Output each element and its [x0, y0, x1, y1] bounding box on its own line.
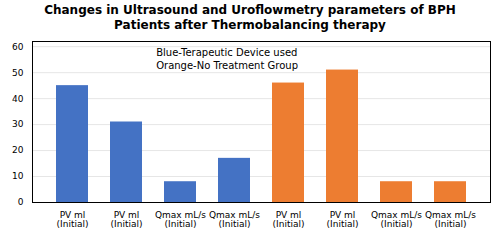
- svg-text:60: 60: [12, 42, 24, 52]
- svg-text:Qmax mL/s(Initial): Qmax mL/s(Initial): [425, 210, 476, 229]
- svg-text:PV ml(Initial): PV ml(Initial): [273, 210, 305, 229]
- svg-text:40: 40: [12, 94, 24, 104]
- svg-text:Qmax mL/s(Initial): Qmax mL/s(Initial): [371, 210, 422, 229]
- svg-text:PV ml(Initial): PV ml(Initial): [327, 210, 359, 229]
- svg-text:PV ml(Initial): PV ml(Initial): [111, 210, 143, 229]
- svg-text:Qmax mL/s(Initial): Qmax mL/s(Initial): [209, 210, 260, 229]
- svg-text:Blue-Terapeutic Device usedOra: Blue-Terapeutic Device usedOrange-No Tre…: [156, 47, 298, 71]
- svg-text:10: 10: [12, 171, 24, 181]
- html-text:Changes in Ultrasound and Urof: Changes in Ultrasound and Uroflowmetry p…: [44, 3, 456, 32]
- svg-text:Qmax mL/s(Initial): Qmax mL/s(Initial): [155, 210, 206, 229]
- svg-text:30: 30: [12, 119, 24, 129]
- svg-text:20: 20: [12, 145, 24, 155]
- svg-text:50: 50: [12, 68, 24, 78]
- svg-text:PV ml(Initial): PV ml(Initial): [57, 210, 89, 229]
- svg-text:0: 0: [18, 197, 24, 207]
